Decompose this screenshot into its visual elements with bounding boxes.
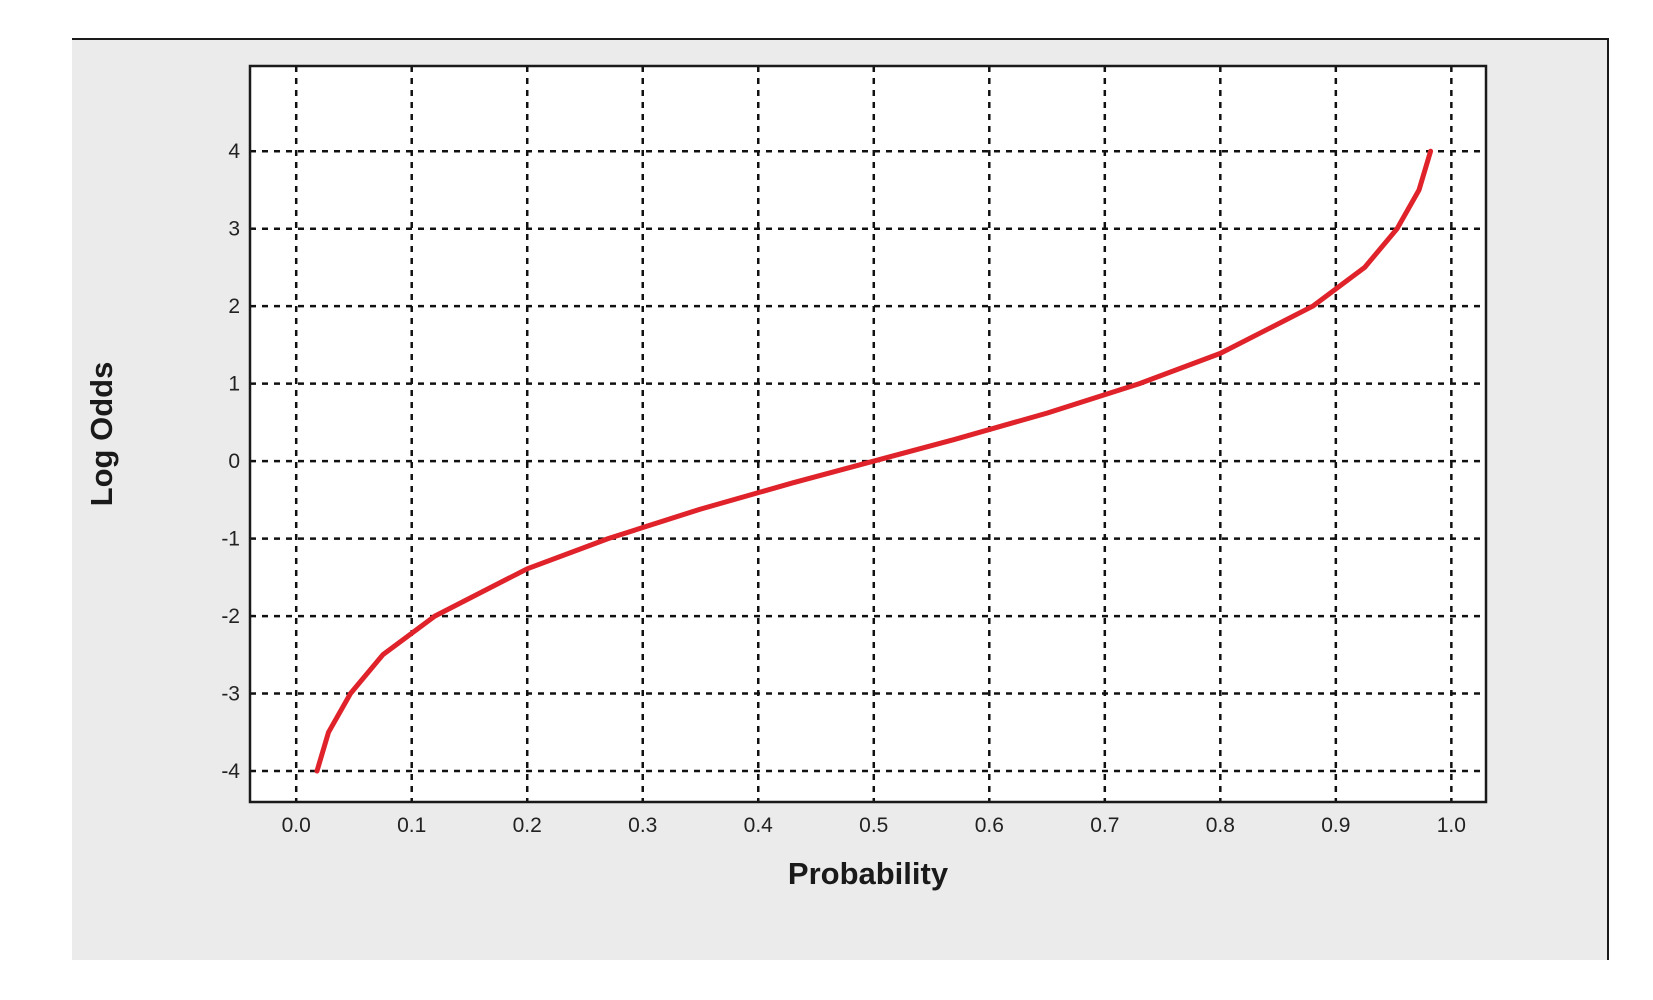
x-tick-label: 0.7 [1090,814,1119,837]
x-tick-label: 0.1 [397,814,426,837]
x-tick-label: 0.9 [1321,814,1350,837]
x-axis-title: Probability [788,856,949,891]
x-tick-label: 0.5 [859,814,888,837]
x-tick-label: 0.2 [513,814,542,837]
x-tick-label: 0.8 [1206,814,1235,837]
log-odds-curve [314,148,1434,774]
log-odds-chart: 0.0 0.1 0.2 0.3 0.4 0.5 0.6 0.7 0.8 0.9 1.0 -4 -3 -2 -… [84,64,1488,891]
y-tick-label: -3 [221,683,240,706]
plot-area [250,66,1486,802]
y-tick-label: -1 [221,528,240,551]
plot-frame [248,64,1488,804]
grid-lines [250,66,1486,802]
y-tick-label: 3 [228,218,240,241]
y-tick-label: 1 [228,373,240,396]
x-tick-label: 1.0 [1437,814,1466,837]
y-tick-label: 4 [228,140,240,163]
x-tick-label: 0.0 [282,814,311,837]
tick-labels: 0.0 0.1 0.2 0.3 0.4 0.5 0.6 0.7 0.8 0.9 1.0 -4 -3 -2 -… [221,140,1466,837]
y-tick-label: -2 [221,605,240,628]
x-tick-label: 0.3 [628,814,657,837]
x-tick-label: 0.6 [975,814,1004,837]
x-tick-label: 0.4 [744,814,774,837]
y-tick-label: 0 [228,450,240,473]
y-tick-label: -4 [221,760,240,783]
y-axis-title: Log Odds [84,362,119,507]
chart-panel: 0.0 0.1 0.2 0.3 0.4 0.5 0.6 0.7 0.8 0.9 1.0 -4 -3 -2 -… [72,38,1609,960]
y-tick-label: 2 [228,295,240,318]
